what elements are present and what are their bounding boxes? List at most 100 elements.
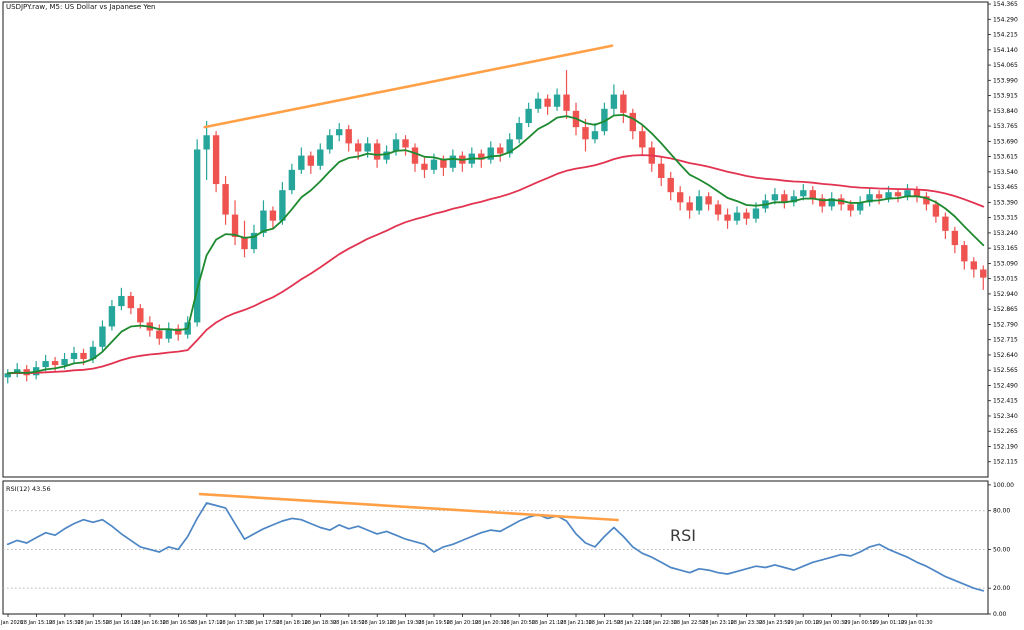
- rsi-panel: [2, 480, 989, 615]
- candle-bullish: [771, 194, 779, 201]
- time-axis-label: 28 Jan 19:30: [390, 620, 422, 626]
- candle-bullish: [790, 196, 798, 203]
- candle-bullish: [279, 190, 286, 221]
- candle-bullish: [534, 98, 542, 109]
- candle-bullish: [506, 139, 513, 154]
- candle-bullish: [336, 129, 343, 136]
- price-axis-label: 152.565: [993, 367, 1018, 374]
- candle-bullish: [317, 149, 324, 166]
- candle-bearish: [724, 214, 731, 221]
- candle-bearish: [781, 194, 788, 203]
- candle-bullish: [250, 232, 258, 250]
- price-axis-label: 154.065: [993, 62, 1018, 69]
- price-axis-label: 153.240: [993, 230, 1018, 237]
- candle-bearish: [411, 147, 419, 164]
- candle-bullish: [260, 210, 267, 233]
- price-axis-label: 153.465: [993, 184, 1018, 191]
- time-axis-label: 28 Jan 16:10: [106, 620, 138, 626]
- candle-bullish: [118, 295, 125, 307]
- price-axis-label: 152.115: [993, 459, 1018, 466]
- candle-bearish: [676, 192, 684, 203]
- chart-title: USDJPY.raw, M5: US Dollar vs Japanese Ye…: [6, 3, 155, 11]
- candle-bearish: [714, 204, 722, 215]
- price-axis-label: 152.640: [993, 352, 1018, 359]
- time-axis-label: 28 Jan 19:10: [361, 620, 393, 626]
- candle-bullish: [752, 208, 760, 219]
- candle-bullish: [885, 192, 892, 199]
- candle-bearish: [847, 204, 854, 211]
- candle-bullish: [591, 131, 599, 140]
- time-axis-label: 28 Jan 21:10: [532, 620, 564, 626]
- candle-bullish: [383, 151, 390, 160]
- rsi-trendline: [198, 492, 619, 522]
- candle-bullish: [288, 169, 296, 191]
- rsi-axis-label: 0.00: [993, 611, 1007, 618]
- time-axis-label: 28 Jan 17:30: [219, 620, 251, 626]
- candle-bullish: [601, 108, 608, 132]
- rsi-indicator-label: RSI(12) 43.56: [6, 485, 51, 493]
- candle-bullish: [61, 359, 68, 366]
- candle-bearish: [951, 230, 959, 246]
- candle-bearish: [705, 196, 712, 205]
- time-axis-label: 29 Jan 01:30: [901, 620, 933, 626]
- price-axis-label: 154.290: [993, 16, 1018, 23]
- candle-bullish: [165, 328, 172, 339]
- price-axis-label: 153.315: [993, 215, 1018, 222]
- candle-bullish: [193, 149, 201, 323]
- time-axis-label: 28 Jan 16:30: [134, 620, 166, 626]
- rsi-axis-label: 50.00: [993, 546, 1010, 553]
- price-axis-label: 152.415: [993, 398, 1018, 405]
- candle-bearish: [51, 361, 59, 366]
- candle-bullish: [99, 326, 106, 347]
- candle-bullish: [449, 155, 457, 168]
- candle-bullish: [856, 202, 864, 211]
- candle-bearish: [686, 202, 693, 211]
- time-axis-label: 28 Jan 18:50: [333, 620, 365, 626]
- time-axis-label: 28 Jan 15:10: [21, 620, 53, 626]
- candle-bullish: [392, 139, 400, 152]
- time-axis-label: 28 Jan 20:50: [503, 620, 535, 626]
- candle-bearish: [667, 177, 674, 193]
- candle-bullish: [904, 190, 911, 197]
- price-axis-label: 153.840: [993, 108, 1018, 115]
- price-axis-label: 153.015: [993, 276, 1018, 283]
- candle-bearish: [875, 194, 883, 199]
- time-axis-label: 28 Jan 20:10: [447, 620, 479, 626]
- price-axis-label: 152.715: [993, 337, 1018, 344]
- candle-bearish: [563, 94, 570, 111]
- candle-bearish: [913, 190, 921, 197]
- rsi-line: [6, 502, 985, 592]
- time-axis-label: 28 Jan 23:30: [731, 620, 763, 626]
- candle-bearish: [629, 112, 637, 132]
- rsi-axis-label: 100.00: [993, 482, 1014, 489]
- candle-bullish: [553, 94, 561, 107]
- candle-bearish: [127, 295, 135, 309]
- candle-bearish: [658, 163, 665, 178]
- candle-bearish: [156, 330, 163, 339]
- candle-bullish: [828, 198, 835, 207]
- time-axis-label: 28 Jan 20:30: [475, 620, 507, 626]
- candle-bullish: [108, 306, 116, 327]
- time-axis-label: 28 Jan 18:30: [305, 620, 337, 626]
- candle-bullish: [298, 155, 305, 170]
- candle-bullish: [610, 94, 618, 109]
- price-axis-label: 152.190: [993, 443, 1018, 450]
- price-axis-label: 154.215: [993, 32, 1018, 39]
- candle-bearish: [942, 216, 949, 231]
- candle-bullish: [430, 159, 438, 170]
- time-axis-label: 28 Jan 21:30: [560, 620, 592, 626]
- time-axis-label: 28 Jan 22:10: [617, 620, 649, 626]
- price-trendline: [203, 44, 614, 129]
- price-panel: [2, 1, 989, 478]
- candle-bearish: [894, 192, 902, 197]
- candle-bullish: [364, 143, 371, 152]
- candle-bearish: [269, 210, 277, 221]
- candle-bearish: [402, 139, 409, 148]
- rsi-axis-label: 20.00: [993, 585, 1010, 592]
- candle-bearish: [544, 98, 551, 107]
- candle-bullish: [525, 108, 532, 124]
- candle-bullish: [866, 194, 873, 203]
- time-axis-label: 29 Jan 00:30: [816, 620, 848, 626]
